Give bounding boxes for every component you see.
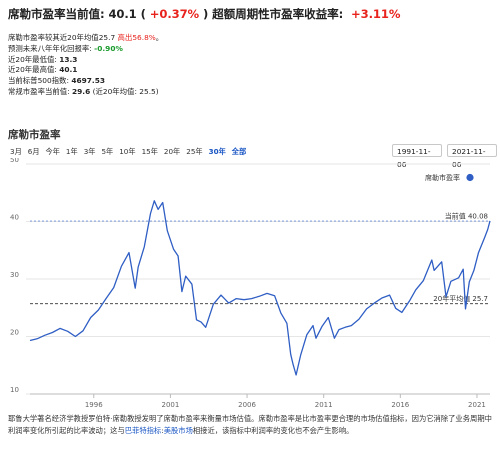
x-tick-label: 2011: [315, 401, 333, 409]
pe-label: 常规市盈率当前值:: [8, 86, 70, 96]
y-tick-labels: 10 20 30 40 50: [10, 158, 19, 394]
x-tick-labels: 1996 2001 2006 2011 2016 2021: [85, 394, 486, 409]
min-value: 13.3: [59, 54, 78, 64]
y-tick-label: 50: [10, 158, 19, 164]
headline-paren-open: (: [140, 7, 150, 21]
range-30y[interactable]: 30年: [208, 147, 226, 156]
grid-layer: [26, 163, 490, 395]
date-to-input[interactable]: 2021-11-06: [447, 144, 497, 169]
headline-change: +0.37%: [149, 7, 200, 21]
footer-text-b: 相接近，该指标中利润率的变化也不会产生影响。: [192, 425, 354, 435]
x-tick-label: 2016: [391, 401, 409, 409]
stats-min-row: 近20年最低值: 13.3: [8, 55, 163, 66]
excess-label: 超额周期性市盈率收益率:: [212, 7, 344, 21]
compare-suffix: 。: [155, 33, 164, 42]
footer-description: 耶鲁大学著名经济学教授罗伯特·席勒教授发明了席勒市盈率来衡量市场估值。席勒市盈率…: [8, 413, 494, 437]
us-market-link[interactable]: 美股市场: [163, 425, 193, 435]
stats-pe-row: 常规市盈率当前值: 29.6 (近20年均值: 25.5): [8, 87, 163, 98]
sp-label: 当前标普500指数:: [8, 76, 69, 86]
range-1y[interactable]: 1年: [65, 147, 78, 156]
y-tick-label: 20: [10, 329, 19, 337]
buffett-indicator-link[interactable]: 巴菲特指标: [124, 425, 162, 435]
range-6m[interactable]: 6月: [27, 147, 40, 156]
stats-max-row: 近20年最高值: 40.1: [8, 65, 163, 76]
stats-compare-row: 席勒市盈率较其近20年均值25.7 高出56.8%。: [8, 33, 163, 44]
min-label: 近20年最低值:: [8, 54, 57, 64]
range-3y[interactable]: 3年: [83, 147, 96, 156]
footer-text-a: 耶鲁大学著名经济学教授罗伯特·席勒教授发明了席勒市盈率来衡量市场估值。席勒市盈率…: [8, 414, 492, 435]
range-selector: 3月 6月 今年 1年 3年 5年 10年 15年 20年 25年 30年 全部: [10, 147, 252, 157]
x-tick-label: 2001: [161, 401, 179, 409]
y-tick-label: 30: [10, 271, 19, 279]
max-label: 近20年最高值:: [8, 65, 57, 75]
stats-sp-row: 当前标普500指数: 4697.53: [8, 76, 163, 87]
excess-value: +3.11%: [351, 7, 401, 21]
legend-label: 席勒市盈率: [425, 173, 460, 182]
range-ytd[interactable]: 今年: [45, 147, 60, 156]
reference-label: 20年平均值 25.7: [433, 294, 488, 303]
forecast-value: -0.90%: [94, 43, 123, 53]
range-10y[interactable]: 10年: [119, 147, 136, 156]
range-5y[interactable]: 5年: [101, 147, 114, 156]
reference-label: 当前值 40.08: [445, 212, 488, 221]
x-tick-label: 2021: [468, 401, 486, 409]
x-tick-label: 2006: [238, 401, 256, 409]
range-20y[interactable]: 20年: [163, 147, 181, 156]
pe-suffix: (近20年均值: 25.5): [92, 86, 159, 96]
stats-panel: 席勒市盈率较其近20年均值25.7 高出56.8%。 预测未来八年年化回报率: …: [8, 33, 163, 98]
range-3m[interactable]: 3月: [10, 147, 22, 156]
range-15y[interactable]: 15年: [141, 147, 158, 156]
headline: 席勒市盈率当前值: 40.1 ( +0.37% ) 超额周期性市盈率收益率: +…: [8, 6, 400, 22]
sp-value: 4697.53: [71, 76, 105, 86]
range-all[interactable]: 全部: [231, 147, 247, 156]
reference-lines: 当前值 40.08 20年平均值 25.7: [30, 212, 490, 305]
section-title: 席勒市盈率: [8, 129, 61, 141]
chart-legend: 席勒市盈率: [425, 173, 474, 182]
date-from-input[interactable]: 1991-11-06: [392, 144, 442, 169]
y-tick-label: 10: [10, 386, 19, 394]
range-25y[interactable]: 25年: [186, 147, 203, 156]
pe-line-chart: 当前值 40.08 20年平均值 25.7 10 20 30 40 50 1996 2001…: [10, 158, 491, 409]
compare-label: 席勒市盈率较其近20年均值25.7: [8, 33, 116, 42]
footer-sep: :: [161, 425, 164, 435]
max-value: 40.1: [59, 65, 78, 75]
headline-title: 席勒市盈率当前值:: [8, 7, 105, 21]
series-layer: [29, 200, 491, 376]
stats-forecast-row: 预测未来八年年化回报率: -0.90%: [8, 44, 163, 55]
y-tick-label: 40: [10, 214, 19, 222]
compare-value: 高出56.8%: [117, 33, 156, 42]
pe-value: 29.6: [71, 86, 91, 96]
x-tick-label: 1996: [85, 401, 103, 409]
legend-marker: [466, 173, 474, 182]
headline-paren-close: ): [199, 7, 213, 21]
headline-value: 40.1: [108, 7, 137, 21]
series-line: [29, 200, 491, 376]
forecast-label: 预测未来八年年化回报率:: [8, 43, 92, 53]
